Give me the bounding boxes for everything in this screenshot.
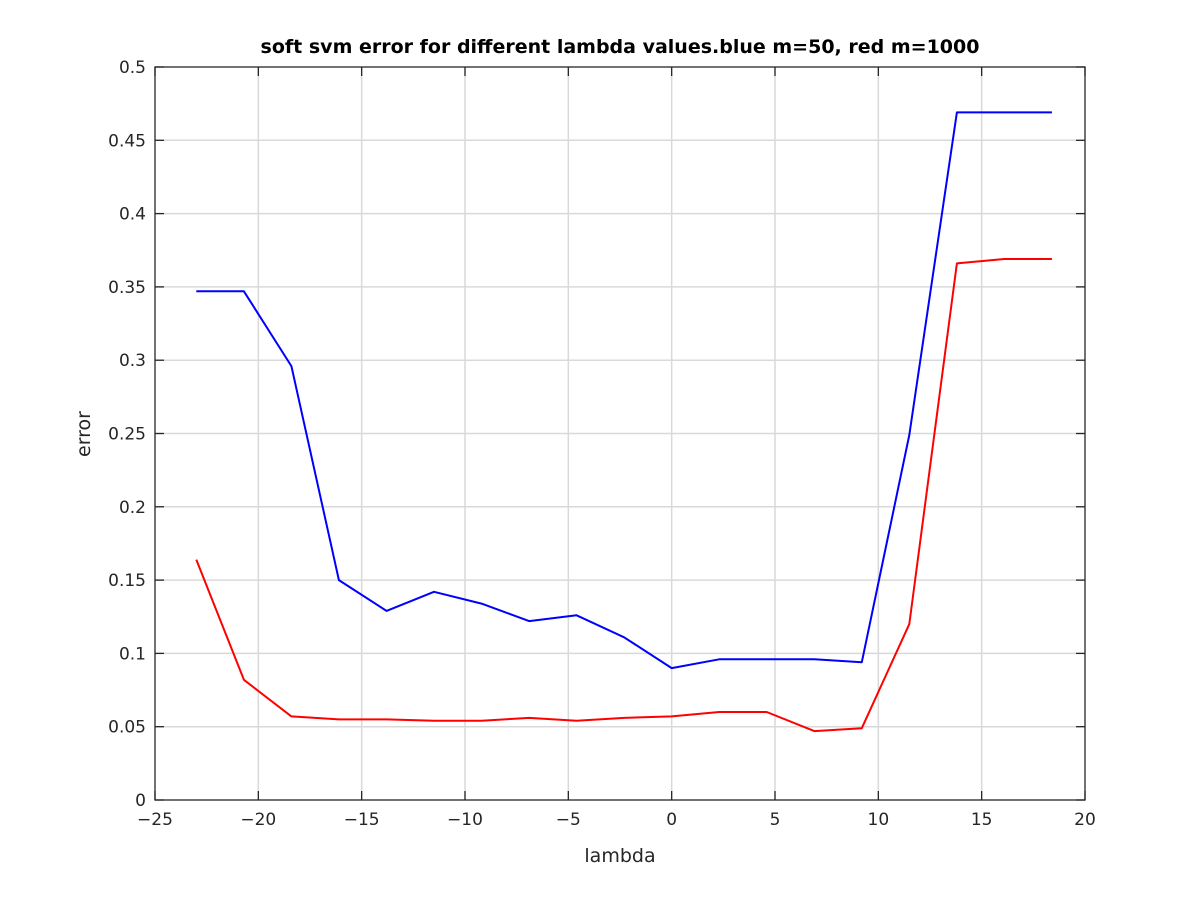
- x-tick-label: 10: [868, 810, 890, 830]
- y-axis-label: error: [73, 411, 95, 457]
- series-line-red: [195, 258, 1052, 733]
- y-tick-label: 0.5: [119, 58, 146, 78]
- y-tick-label: 0: [135, 791, 146, 811]
- y-tick-label: 0.45: [108, 131, 146, 151]
- x-tick-label: 0: [666, 810, 677, 830]
- x-tick-label: 15: [971, 810, 993, 830]
- y-tick-label: 0.2: [119, 498, 146, 518]
- y-tick-label: 0.3: [119, 351, 146, 371]
- x-tick-label: −25: [137, 810, 173, 830]
- y-tick-label: 0.4: [119, 205, 146, 225]
- y-tick-label: 0.25: [108, 425, 146, 445]
- tick-labels: −25 −20 −15 −10 −5 0 5 10 15 20 0 0.05 0.1 0.15 0.2 0.2…: [108, 58, 1096, 830]
- x-tick-label: 20: [1074, 810, 1096, 830]
- x-tick-label: −10: [447, 810, 483, 830]
- x-tick-label: −20: [240, 810, 276, 830]
- y-tick-label: 0.15: [108, 571, 146, 591]
- y-tick-label: 0.05: [108, 718, 146, 738]
- ticks: [154, 66, 1086, 801]
- y-tick-label: 0.35: [108, 278, 146, 298]
- chart-title: soft svm error for different lambda valu…: [261, 36, 980, 58]
- x-tick-label: −5: [556, 810, 581, 830]
- x-tick-label: −15: [344, 810, 380, 830]
- x-tick-label: 5: [770, 810, 781, 830]
- grid: [155, 67, 1085, 800]
- series-line-blue: [196, 111, 1052, 670]
- x-axis-label: lambda: [584, 845, 655, 867]
- y-tick-label: 0.1: [119, 644, 146, 664]
- series-group: [195, 111, 1052, 733]
